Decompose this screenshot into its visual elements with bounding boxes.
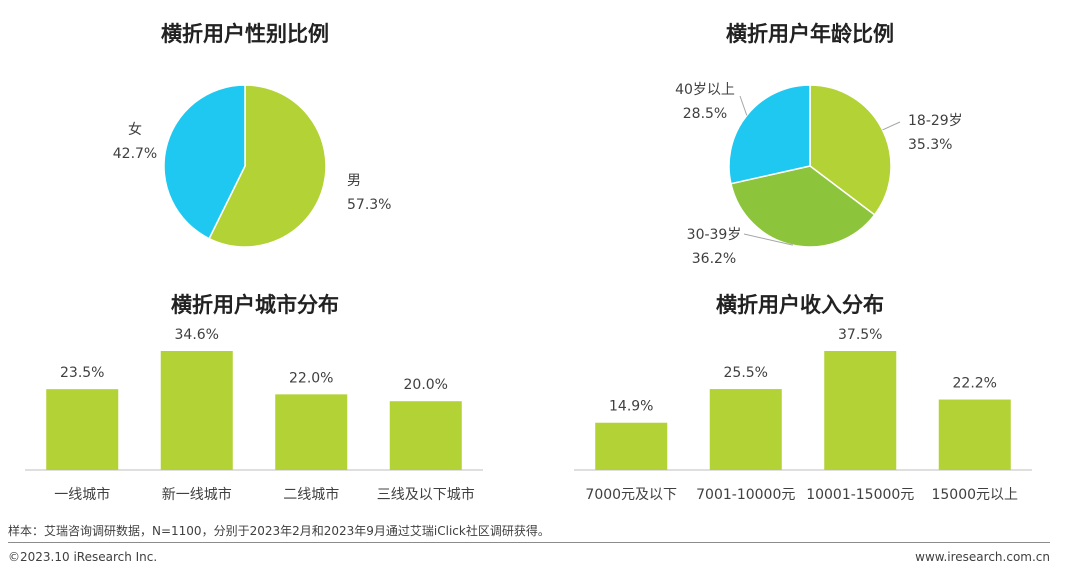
pie1-value-2: 28.5% bbox=[683, 106, 727, 122]
city-chart-title: 横折用户城市分布 bbox=[171, 293, 339, 317]
pie0-value-1: 42.7% bbox=[113, 146, 157, 162]
pie1-leader-0 bbox=[882, 121, 901, 131]
bar3-category-0: 7000元及以下 bbox=[585, 487, 677, 503]
pie1-leader-2 bbox=[739, 95, 748, 116]
pie1-value-1: 36.2% bbox=[692, 251, 736, 267]
bar3-value-1: 25.5% bbox=[724, 365, 768, 381]
pie0-slice-0 bbox=[208, 84, 327, 248]
bar2-bar-3 bbox=[389, 401, 462, 470]
bar3-bar-3 bbox=[938, 399, 1011, 470]
pie0-label-1: 女 bbox=[128, 121, 142, 138]
bar2-bar-1 bbox=[160, 351, 233, 470]
bar2-category-0: 一线城市 bbox=[54, 486, 110, 503]
source-note: 样本：艾瑞咨询调研数据，N=1100，分别于2023年2月和2023年9月通过艾… bbox=[8, 524, 550, 538]
pie1-label-1: 30-39岁 bbox=[687, 227, 742, 243]
bar2-bar-2 bbox=[275, 394, 348, 470]
copyright-text: ©2023.10 iResearch Inc. bbox=[8, 550, 158, 564]
age-chart-title: 横折用户年龄比例 bbox=[726, 22, 894, 46]
footer-divider bbox=[8, 542, 1050, 543]
bar2-value-1: 34.6% bbox=[175, 327, 219, 343]
website-link[interactable]: www.iresearch.com.cn bbox=[915, 550, 1050, 564]
gender-chart-title: 横折用户性别比例 bbox=[161, 22, 329, 46]
pie1-label-2: 40岁以上 bbox=[675, 82, 735, 98]
bar3-category-1: 7001-10000元 bbox=[696, 487, 795, 503]
bar3-value-3: 22.2% bbox=[953, 376, 997, 392]
pie0-label-0: 男 bbox=[347, 173, 361, 189]
bar2-value-3: 20.0% bbox=[404, 377, 448, 393]
bar2-value-0: 23.5% bbox=[60, 365, 104, 381]
bar2-category-3: 三线及以下城市 bbox=[377, 486, 475, 503]
bar3-value-0: 14.9% bbox=[609, 399, 653, 415]
pie1-label-0: 18-29岁 bbox=[908, 113, 963, 129]
bar2-value-2: 22.0% bbox=[289, 370, 333, 386]
income-chart-title: 横折用户收入分布 bbox=[716, 293, 884, 317]
pie1-leader-1 bbox=[743, 233, 793, 246]
bar3-bar-2 bbox=[824, 351, 897, 470]
pie1-value-0: 35.3% bbox=[908, 137, 952, 153]
bar3-bar-1 bbox=[709, 389, 782, 470]
bar3-category-3: 15000元以上 bbox=[931, 487, 1018, 503]
bar3-category-2: 10001-15000元 bbox=[806, 487, 914, 503]
bar3-value-2: 37.5% bbox=[838, 327, 882, 343]
bar3-bar-0 bbox=[595, 422, 668, 470]
bar2-category-1: 新一线城市 bbox=[162, 486, 232, 503]
bar2-bar-0 bbox=[46, 389, 119, 470]
pie0-slice-1 bbox=[163, 84, 246, 240]
pie0-value-0: 57.3% bbox=[347, 197, 391, 213]
bar2-category-2: 二线城市 bbox=[283, 486, 339, 503]
